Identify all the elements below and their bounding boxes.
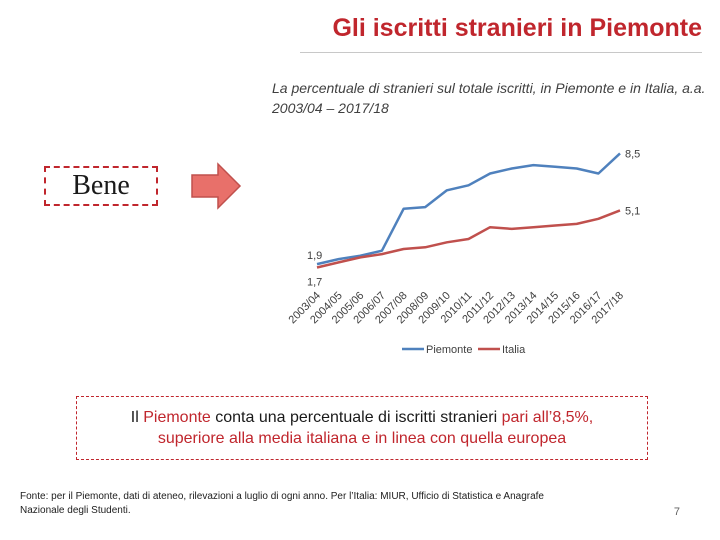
end-label-italia: 5,1 xyxy=(625,205,640,217)
x-axis-tick-labels: 2003/042004/052005/062006/072007/082008/… xyxy=(287,290,627,327)
right-arrow-icon xyxy=(191,162,242,210)
legend-label-piemonte: Piemonte xyxy=(426,344,472,356)
slide-title: Gli iscritti stranieri in Piemonte xyxy=(332,14,702,42)
chart-title: La percentuale di stranieri sul totale i… xyxy=(272,80,706,116)
line-chart: 1,9 8,5 1,7 5,1 2003/042004/052005/062006/0… xyxy=(287,148,641,356)
end-label-piemonte: 8,5 xyxy=(625,148,640,160)
series-line-italia xyxy=(316,209,621,269)
statement-highlight-comparison: superiore alla media italiana e in linea… xyxy=(157,430,567,447)
series-line-piemonte xyxy=(316,152,621,266)
source-note: Fonte: per il Piemonte, dati di ateneo, … xyxy=(20,491,544,516)
start-label-piemonte: 1,9 xyxy=(307,250,322,262)
key-statement: Il Piemonte conta una percentuale di isc… xyxy=(76,396,648,460)
start-label-italia: 1,7 xyxy=(307,276,322,288)
title-divider xyxy=(300,52,702,53)
page-number: 7 xyxy=(673,506,680,518)
legend-label-italia: Italia xyxy=(502,344,526,356)
statement-highlight-region: Piemonte xyxy=(143,409,211,426)
chart-lines xyxy=(316,152,621,269)
statement-highlight-value: pari all’8,5%, xyxy=(501,409,594,426)
bene-label: Bene xyxy=(44,166,158,206)
chart-legend: Piemonte Italia xyxy=(402,344,526,356)
chart-point-labels: 1,9 8,5 1,7 5,1 xyxy=(307,148,640,288)
